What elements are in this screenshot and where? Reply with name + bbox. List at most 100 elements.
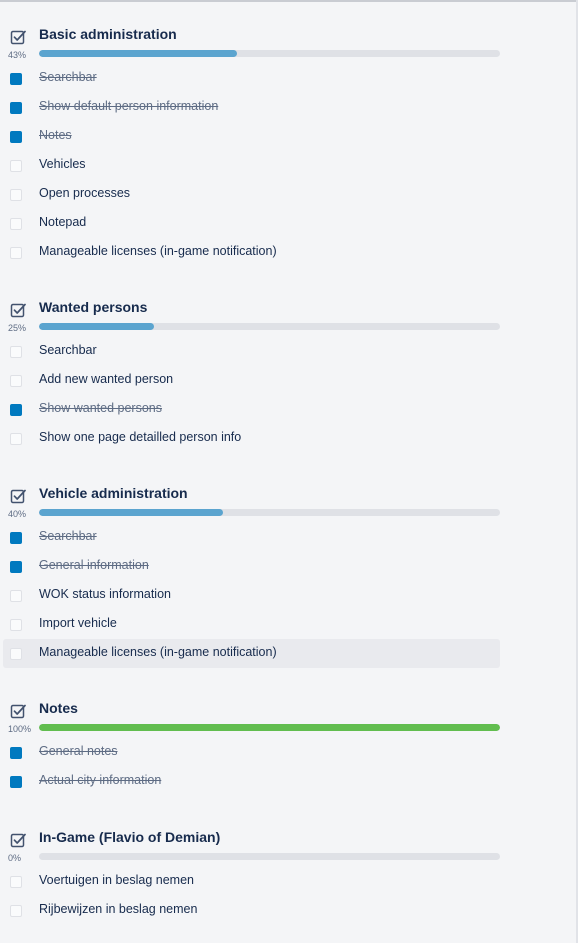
checkbox-checked[interactable]: [10, 404, 22, 416]
checkbox-checked[interactable]: [10, 131, 22, 143]
checklist-item-label[interactable]: Searchbar: [39, 343, 97, 357]
checklist-item-label[interactable]: Open processes: [39, 186, 131, 200]
checklist-header: In-Game (Flavio of Demian): [0, 827, 578, 851]
checklist-item[interactable]: Manageable licenses (in-game notificatio…: [3, 238, 500, 267]
checklist-item[interactable]: Open processes: [3, 180, 500, 209]
checklist-header: Basic administration: [0, 24, 578, 48]
checklist-header: Wanted persons: [0, 297, 578, 321]
progress-bar: [39, 509, 500, 516]
checklist-icon: [10, 703, 26, 719]
checklist-item[interactable]: Notes: [3, 122, 500, 151]
progress-bar-fill: [39, 50, 238, 57]
checklist-item[interactable]: Rijbewijzen in beslag nemen: [3, 896, 500, 925]
checklist-item[interactable]: Searchbar: [3, 64, 500, 93]
checklist-item[interactable]: Show wanted persons: [3, 395, 500, 424]
checkbox-unchecked[interactable]: [10, 619, 22, 631]
checklist-header: Vehicle administration: [0, 483, 578, 507]
checklist: Wanted persons 25% Searchbar Add new wanted…: [0, 297, 578, 453]
checklist: Vehicle administration 40% Searchbar Genera…: [0, 483, 578, 668]
progress-percentage: 43%: [8, 50, 27, 60]
checklist-title[interactable]: Wanted persons: [39, 299, 148, 315]
progress-bar: [39, 323, 500, 330]
progress-percentage: 40%: [8, 509, 27, 519]
checklist-item[interactable]: General information: [3, 552, 500, 581]
right-border: [576, 0, 578, 943]
checkbox-unchecked[interactable]: [10, 375, 22, 387]
checklist: Basic administration 43% Searchbar Show def…: [0, 24, 578, 267]
checklist-item[interactable]: General notes: [3, 738, 500, 767]
checklist-item-label[interactable]: Actual city information: [39, 773, 162, 787]
checklist-item-label[interactable]: Voertuigen in beslag nemen: [39, 873, 194, 887]
checklist-item[interactable]: Import vehicle: [3, 610, 500, 639]
top-border: [0, 0, 578, 2]
progress-bar: [39, 853, 500, 860]
checklist: In-Game (Flavio of Demian) 0% Voertuigen i…: [0, 827, 578, 925]
checklist-item-label[interactable]: Searchbar: [39, 529, 97, 543]
checklist-progress: 43%: [0, 48, 578, 64]
checkbox-unchecked[interactable]: [10, 346, 22, 358]
checklist-item-label[interactable]: Add new wanted person: [39, 372, 174, 386]
checkbox-checked[interactable]: [10, 73, 22, 85]
checkbox-unchecked[interactable]: [10, 218, 22, 230]
checklist-item-label[interactable]: Notes: [39, 128, 72, 142]
checklist-progress: 0%: [0, 851, 578, 867]
checkbox-unchecked[interactable]: [10, 433, 22, 445]
checkbox-unchecked[interactable]: [10, 876, 22, 888]
checklist-item[interactable]: Searchbar: [3, 337, 500, 366]
checklist-item-label[interactable]: Show one page detailled person info: [39, 430, 242, 444]
checkbox-checked[interactable]: [10, 532, 22, 544]
progress-bar-fill: [39, 323, 155, 330]
progress-percentage: 25%: [8, 323, 27, 333]
checklist-item[interactable]: Actual city information: [3, 767, 500, 796]
checklist-icon: [10, 488, 26, 504]
checklist-item[interactable]: Voertuigen in beslag nemen: [3, 867, 500, 896]
checklist-item[interactable]: Add new wanted person: [3, 366, 500, 395]
progress-bar-fill: [39, 724, 500, 731]
checkbox-unchecked[interactable]: [10, 247, 22, 259]
checklist-item-label[interactable]: Import vehicle: [39, 616, 117, 630]
checkbox-checked[interactable]: [10, 776, 22, 788]
checklist-item[interactable]: Searchbar: [3, 523, 500, 552]
checklist-item[interactable]: Manageable licenses (in-game notificatio…: [3, 639, 500, 668]
checklist-item-label[interactable]: Vehicles: [39, 157, 86, 171]
progress-bar-fill: [39, 509, 224, 516]
checklist-progress: 40%: [0, 507, 578, 523]
checkbox-unchecked[interactable]: [10, 648, 22, 660]
checklist: Notes 100% General notes Actual city inform…: [0, 698, 578, 796]
checklist-item-label[interactable]: General notes: [39, 744, 118, 758]
checklist-title[interactable]: Vehicle administration: [39, 485, 188, 501]
checkbox-checked[interactable]: [10, 747, 22, 759]
checklist-item-label[interactable]: Searchbar: [39, 70, 97, 84]
progress-bar: [39, 50, 500, 57]
checklist-item-label[interactable]: Rijbewijzen in beslag nemen: [39, 902, 198, 916]
progress-percentage: 100%: [8, 724, 32, 734]
checklist-item-label[interactable]: Show default person information: [39, 99, 219, 113]
checklist-progress: 100%: [0, 722, 578, 738]
checklist-icon: [10, 832, 26, 848]
checkbox-unchecked[interactable]: [10, 189, 22, 201]
checklist-title[interactable]: Notes: [39, 700, 78, 716]
progress-percentage: 0%: [8, 853, 22, 863]
checklist-item-label[interactable]: General information: [39, 558, 149, 572]
checklist-header: Notes: [0, 698, 578, 722]
checklist-icon: [10, 302, 26, 318]
checklist-item-label[interactable]: WOK status information: [39, 587, 171, 601]
checklist-item-label[interactable]: Show wanted persons: [39, 401, 162, 415]
checkbox-checked[interactable]: [10, 102, 22, 114]
checklist-item[interactable]: WOK status information: [3, 581, 500, 610]
checkbox-unchecked[interactable]: [10, 905, 22, 917]
checklist-item-label[interactable]: Manageable licenses (in-game notificatio…: [39, 645, 277, 659]
checklist-progress: 25%: [0, 321, 578, 337]
checklist-item-label[interactable]: Notepad: [39, 215, 87, 229]
checkbox-unchecked[interactable]: [10, 590, 22, 602]
checklist-item[interactable]: Show default person information: [3, 93, 500, 122]
checklist-item[interactable]: Notepad: [3, 209, 500, 238]
checklist-item[interactable]: Vehicles: [3, 151, 500, 180]
checkbox-checked[interactable]: [10, 561, 22, 573]
checklist-title[interactable]: In-Game (Flavio of Demian): [39, 829, 221, 845]
checkbox-unchecked[interactable]: [10, 160, 22, 172]
progress-bar: [39, 724, 500, 731]
checklist-item[interactable]: Show one page detailled person info: [3, 424, 500, 453]
checklist-title[interactable]: Basic administration: [39, 26, 177, 42]
checklist-item-label[interactable]: Manageable licenses (in-game notificatio…: [39, 244, 277, 258]
